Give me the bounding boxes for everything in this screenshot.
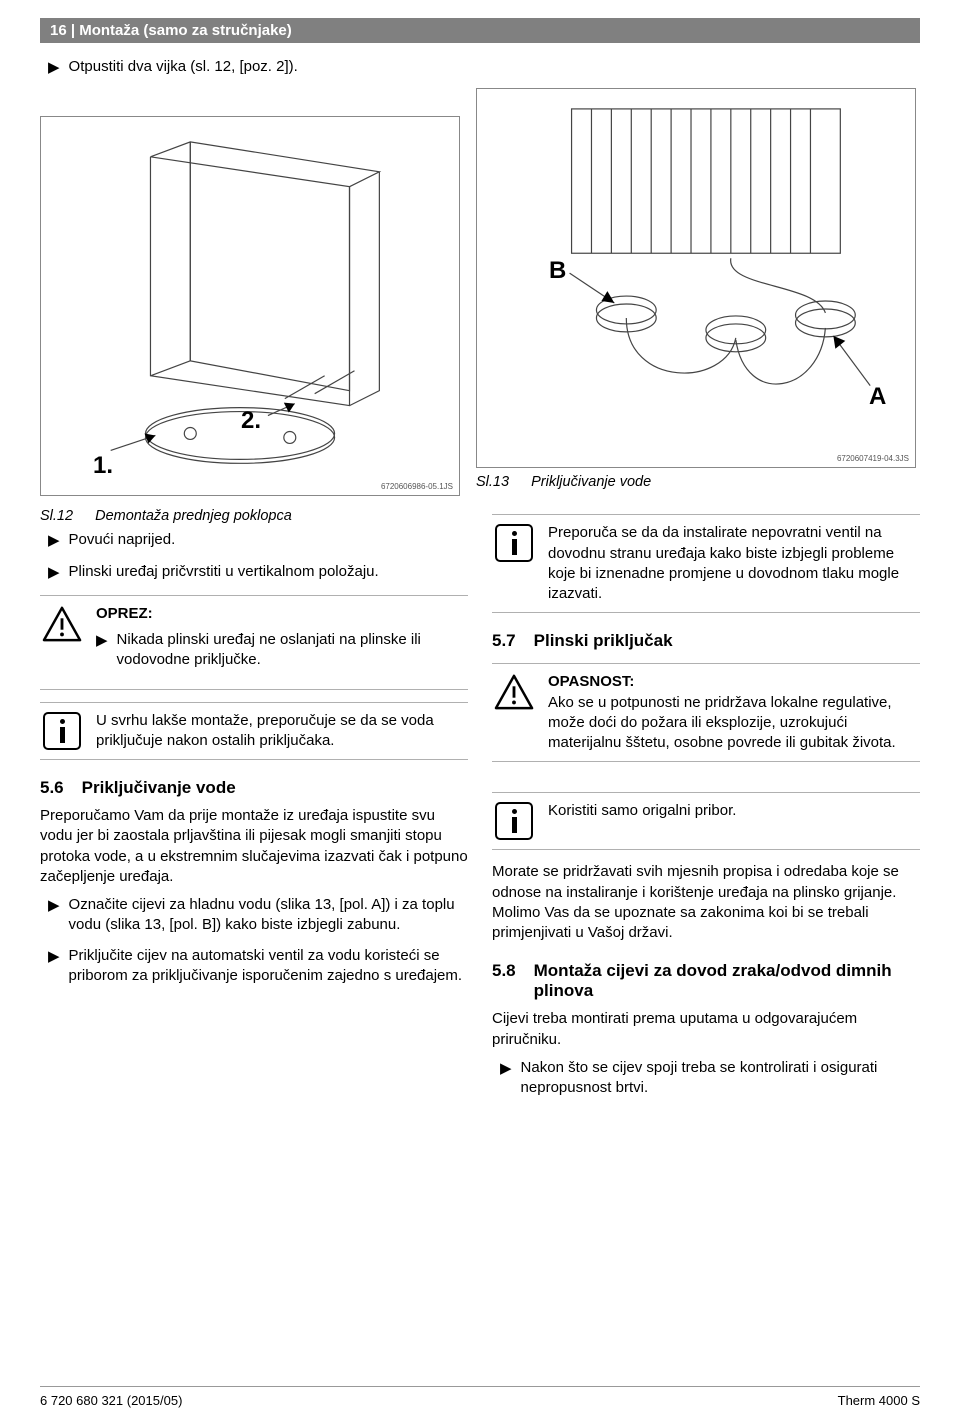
figure-13-caption: Sl.13 Priključivanje vode	[476, 474, 916, 490]
bullet-arrow-icon: ▶	[48, 563, 60, 583]
figure-13-label-b: B	[549, 257, 566, 285]
left-column: Sl.12 Demontaža prednjeg poklopca ▶ Povu…	[40, 502, 468, 1108]
section-title: Montaža cijevi za dovod zraka/odvod dimn…	[534, 961, 920, 1001]
caution-callout: OPREZ: ▶ Nikada plinski uređaj ne oslanj…	[40, 595, 468, 690]
info-icon	[40, 711, 84, 751]
info-text: U svrhu lakše montaže, preporučuje se da…	[96, 711, 468, 752]
two-column-area: Sl.12 Demontaža prednjeg poklopca ▶ Povu…	[40, 502, 920, 1108]
danger-text-block: OPASNOST: Ako se u potpunosti ne pridrža…	[548, 672, 920, 753]
intro-bullet: ▶ Otpustiti dva vijka (sl. 12, [poz. 2])…	[48, 57, 920, 78]
footer-right: Therm 4000 S	[838, 1393, 920, 1408]
figure-12-label-2: 2.	[241, 407, 261, 435]
right-column: Preporuča se da da instalirate nepovratn…	[492, 502, 920, 1108]
list-item: ▶ Plinski uređaj pričvrstiti u vertikaln…	[48, 562, 468, 583]
bullet-arrow-icon: ▶	[96, 631, 108, 651]
figures-row: 1. 2. 6720606986-05.1JS	[40, 88, 920, 496]
bullet-arrow-icon: ▶	[500, 1059, 512, 1079]
section-5-8-paragraph: Cijevi treba montirati prema uputama u o…	[492, 1009, 920, 1050]
figure-12-caption-text: Demontaža prednjeg poklopca	[95, 508, 292, 524]
list-item: ▶ Povući naprijed.	[48, 530, 468, 551]
figure-12-code: 6720606986-05.1JS	[381, 482, 453, 491]
danger-body: Ako se u potpunosti ne pridržava lokalne…	[548, 694, 896, 752]
figure-13-sketch	[477, 89, 915, 467]
info-callout: U svrhu lakše montaže, preporučuje se da…	[40, 702, 468, 761]
section-title: Priključivanje vode	[82, 778, 236, 798]
caution-text: OPREZ: ▶ Nikada plinski uređaj ne oslanj…	[96, 604, 468, 681]
section-5-8-heading: 5.8 Montaža cijevi za dovod zraka/odvod …	[492, 961, 920, 1001]
info-text: Preporuča se da da instalirate nepovratn…	[548, 523, 920, 604]
list-item: ▶ Označite cijevi za hladnu vodu (slika …	[48, 895, 468, 936]
figure-12-label-1: 1.	[93, 452, 113, 480]
figure-12-caption: Sl.12 Demontaža prednjeg poklopca	[40, 508, 468, 524]
danger-title: OPASNOST:	[548, 672, 920, 692]
section-number: 5.6	[40, 778, 64, 798]
bullet-text: Označite cijevi za hladnu vodu (slika 13…	[69, 895, 468, 936]
figure-13: B A 6720607419-04.3JS	[476, 88, 916, 468]
list-item: ▶ Priključite cijev na automatski ventil…	[48, 946, 468, 987]
info-icon	[492, 523, 536, 563]
figure-13-code: 6720607419-04.3JS	[837, 454, 909, 463]
danger-callout: OPASNOST: Ako se u potpunosti ne pridrža…	[492, 663, 920, 762]
warning-triangle-icon	[492, 672, 536, 712]
list-item: ▶ Nakon što se cijev spoji treba se kont…	[500, 1058, 920, 1099]
info-text: Koristiti samo origalni pribor.	[548, 801, 920, 821]
right-paragraph-1: Morate se pridržavati svih mjesnih propi…	[492, 862, 920, 943]
figure-12-caption-num: Sl.12	[40, 508, 73, 524]
warning-triangle-icon	[40, 604, 84, 644]
intro-bullet-text: Otpustiti dva vijka (sl. 12, [poz. 2]).	[69, 57, 298, 77]
bullet-text: Nakon što se cijev spoji treba se kontro…	[521, 1058, 920, 1099]
figure-13-caption-text: Priključivanje vode	[531, 474, 651, 490]
section-number: 5.8	[492, 961, 516, 1001]
bullet-text: Priključite cijev na automatski ventil z…	[69, 946, 468, 987]
bullet-text: Plinski uređaj pričvrstiti u vertikalnom…	[69, 562, 379, 582]
section-5-7-heading: 5.7 Plinski priključak	[492, 631, 920, 651]
info-icon	[492, 801, 536, 841]
bullet-arrow-icon: ▶	[48, 58, 60, 78]
bullet-arrow-icon: ▶	[48, 947, 60, 967]
figure-13-label-a: A	[869, 383, 886, 411]
caution-bullet-text: Nikada plinski uređaj ne oslanjati na pl…	[117, 630, 468, 671]
figure-13-caption-num: Sl.13	[476, 474, 509, 490]
page-footer: 6 720 680 321 (2015/05) Therm 4000 S	[40, 1386, 920, 1408]
section-5-6-heading: 5.6 Priključivanje vode	[40, 778, 468, 798]
bullet-arrow-icon: ▶	[48, 531, 60, 551]
caution-title: OPREZ:	[96, 604, 468, 624]
section-number: 5.7	[492, 631, 516, 651]
section-title: Plinski priključak	[534, 631, 673, 651]
bullet-text: Povući naprijed.	[69, 530, 176, 550]
footer-left: 6 720 680 321 (2015/05)	[40, 1393, 182, 1408]
figure-12-sketch	[41, 117, 459, 495]
page-header-bar: 16 | Montaža (samo za stručnjake)	[40, 18, 920, 43]
info-callout: Preporuča se da da instalirate nepovratn…	[492, 514, 920, 613]
section-5-6-paragraph: Preporučamo Vam da prije montaže iz uređ…	[40, 806, 468, 887]
info-callout: Koristiti samo origalni pribor.	[492, 792, 920, 850]
bullet-arrow-icon: ▶	[48, 896, 60, 916]
figure-12: 1. 2. 6720606986-05.1JS	[40, 116, 460, 496]
